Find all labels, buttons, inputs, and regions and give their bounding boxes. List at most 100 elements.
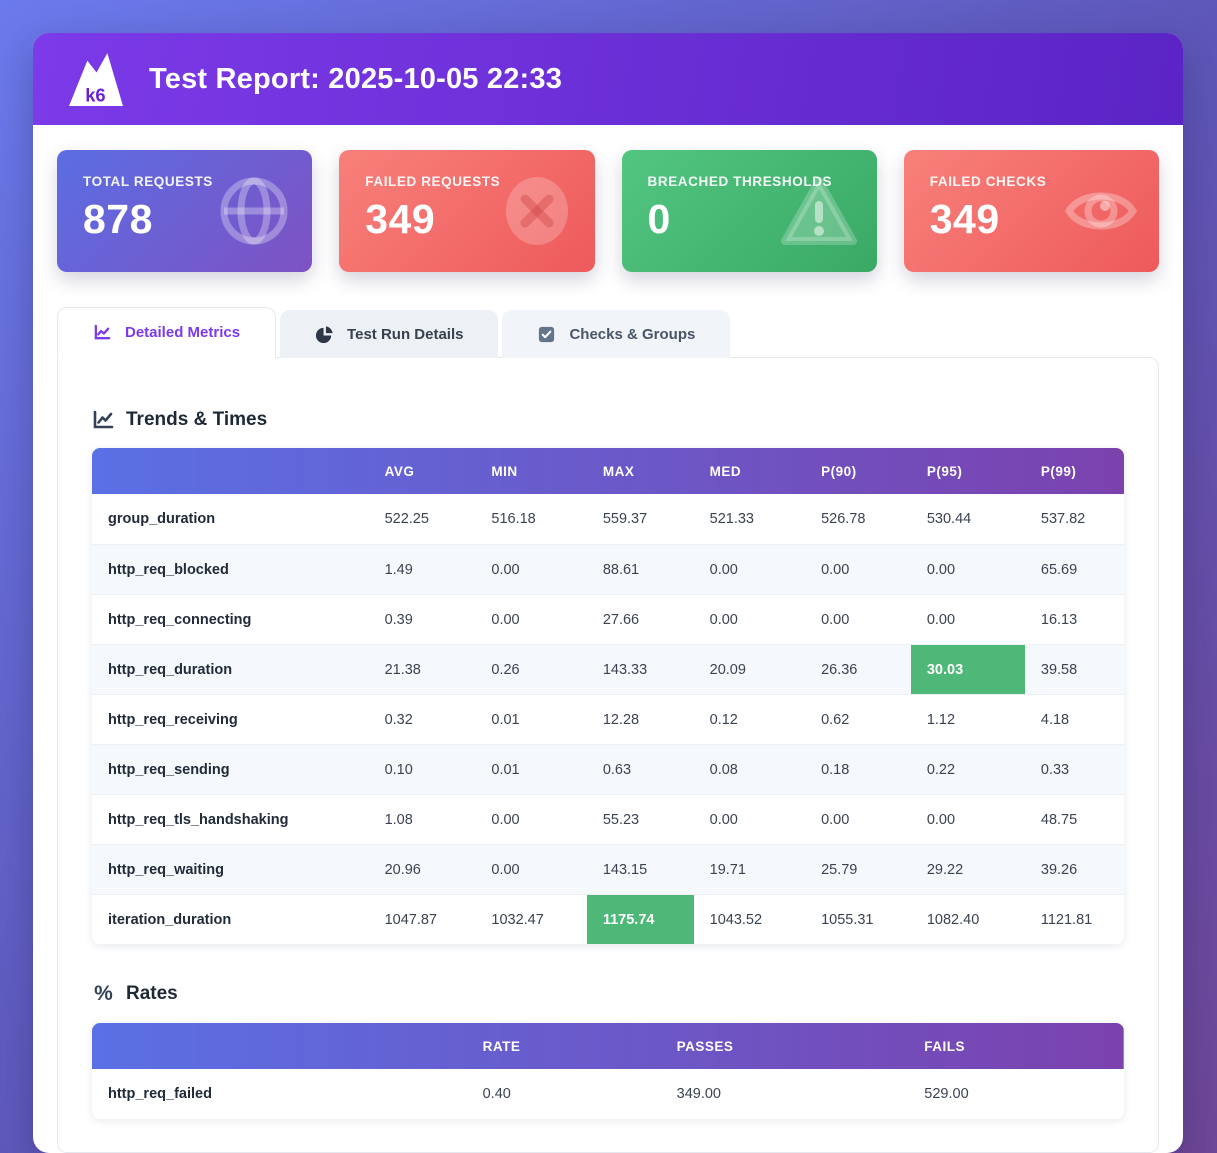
metric-name-cell: http_req_failed — [108, 1086, 212, 1102]
value-cell: 349.00 — [676, 1086, 721, 1102]
value-cell: 1082.40 — [910, 894, 1025, 944]
value-cell: 1.12 — [910, 694, 1025, 744]
value-cell: 522.25 — [384, 511, 429, 527]
value-cell: 39.58 — [1024, 644, 1124, 694]
value-cell: 143.33 — [586, 644, 694, 694]
value-cell: 0.00 — [693, 544, 806, 594]
value-cell: 88.61 — [586, 544, 694, 594]
rates-table-header: RATE PASSES FAILS — [92, 1023, 1124, 1069]
table-row: iteration_duration 1047.87 1032.47 1175.74 1… — [92, 894, 1124, 944]
table-row: http_req_failed 0.40 349.00 529.00 — [92, 1069, 1124, 1119]
value-cell: 1032.47 — [475, 894, 587, 944]
value-cell: 521.33 — [709, 511, 754, 527]
value-cell: 526.78 — [821, 511, 866, 527]
value-cell: 0.62 — [805, 694, 911, 744]
rates-section-header: % Rates — [92, 982, 1124, 1006]
value-cell: 529.00 — [924, 1086, 969, 1102]
value-cell: 559.37 — [602, 511, 648, 527]
stat-label: TOTAL REQUESTS — [83, 174, 213, 189]
percent-icon: % — [94, 982, 113, 1005]
stat-value: 0 — [647, 196, 671, 242]
table-row: http_req_blocked 1.49 0.00 88.61 0.00 0.00 0.0… — [92, 544, 1124, 594]
x-circle-icon — [505, 177, 568, 245]
section-title: Trends & Times — [126, 408, 268, 430]
metric-name-cell: http_req_sending — [92, 744, 369, 794]
value-cell: 0.00 — [805, 794, 911, 844]
value-cell: 516.18 — [491, 511, 536, 527]
rates-table: RATE PASSES FAILS http_req_failed 0.40 349.0… — [92, 1023, 1124, 1119]
column-header: PASSES — [676, 1038, 734, 1054]
column-header: MED — [709, 463, 742, 479]
table-row: http_req_connecting 0.39 0.00 27.66 0.00 0.00… — [92, 594, 1124, 644]
k6-logo-text: k6 — [85, 85, 105, 106]
metric-name-cell: http_req_duration — [92, 644, 369, 694]
table-row: http_req_tls_handshaking 1.08 0.00 55.23 0.0… — [92, 794, 1124, 844]
table-row: http_req_receiving 0.32 0.01 12.28 0.12 0.62 1… — [92, 694, 1124, 744]
value-cell: 1.49 — [368, 544, 476, 594]
metric-name-cell: http_req_blocked — [92, 544, 369, 594]
value-cell: 26.36 — [805, 644, 911, 694]
tab-checks-groups[interactable]: Checks & Groups — [502, 310, 731, 358]
table-row: http_req_duration 21.38 0.26 143.33 20.09 26.… — [92, 644, 1124, 694]
value-cell: 19.71 — [693, 844, 806, 894]
value-cell: 4.18 — [1024, 694, 1124, 744]
value-cell: 1047.87 — [368, 894, 476, 944]
section-title: Rates — [126, 983, 178, 1004]
stat-value: 878 — [83, 196, 153, 242]
value-cell: 0.18 — [805, 744, 911, 794]
value-cell: 48.75 — [1024, 794, 1124, 844]
value-cell: 0.00 — [475, 594, 587, 644]
column-header-empty — [92, 1023, 467, 1069]
k6-logo-icon: k6 — [69, 53, 123, 106]
report-header: k6 Test Report: 2025-10-05 22:33 — [33, 33, 1183, 125]
tab-bar: Detailed Metrics Test Run Details Checks… — [57, 307, 1159, 358]
check-square-icon — [539, 326, 555, 342]
metric-name-cell: http_req_receiving — [92, 694, 369, 744]
pie-chart-icon — [315, 325, 333, 343]
value-cell: 0.00 — [910, 594, 1025, 644]
stat-card-failed-requests: FAILED REQUESTS 349 — [339, 150, 595, 272]
column-header: P(99) — [1040, 463, 1077, 479]
value-cell: 0.33 — [1024, 744, 1124, 794]
value-cell: 0.12 — [693, 694, 806, 744]
trends-section-header: Trends & Times — [92, 408, 1124, 431]
value-cell: 537.82 — [1040, 511, 1086, 527]
column-header: P(90) — [821, 463, 857, 479]
value-cell: 20.96 — [368, 844, 476, 894]
highlighted-value-cell: 30.03 — [910, 644, 1025, 694]
value-cell: 0.08 — [693, 744, 806, 794]
value-cell: 143.15 — [586, 844, 694, 894]
value-cell: 0.26 — [475, 644, 587, 694]
stat-card-breached-thresholds: BREACHED THRESHOLDS 0 — [621, 150, 877, 272]
trends-table-header: AVG MIN MAX MED P(90) P(95) P(99) — [92, 448, 1124, 494]
metric-name-cell: iteration_duration — [92, 894, 369, 944]
tab-test-run-details[interactable]: Test Run Details — [280, 310, 499, 358]
column-header: FAILS — [924, 1038, 966, 1054]
chart-line-icon — [93, 410, 114, 429]
value-cell: 16.13 — [1024, 594, 1124, 644]
value-cell: 0.40 — [482, 1086, 511, 1102]
column-header: P(95) — [926, 463, 963, 479]
value-cell: 65.69 — [1024, 544, 1124, 594]
column-header: RATE — [482, 1038, 521, 1054]
value-cell: 21.38 — [368, 644, 476, 694]
value-cell: 0.32 — [368, 694, 476, 744]
report-card: k6 Test Report: 2025-10-05 22:33 TOTAL R… — [33, 33, 1183, 1153]
tab-panel: Trends & Times AVG MIN MAX MED P(90) P(95) P(9… — [57, 357, 1159, 1153]
value-cell: 1.08 — [368, 794, 476, 844]
value-cell: 27.66 — [586, 594, 694, 644]
value-cell: 530.44 — [926, 511, 972, 527]
value-cell: 12.28 — [586, 694, 694, 744]
value-cell: 0.01 — [475, 744, 587, 794]
stat-label: FAILED CHECKS — [929, 174, 1047, 189]
value-cell: 0.00 — [910, 794, 1025, 844]
tab-detailed-metrics[interactable]: Detailed Metrics — [57, 307, 277, 358]
globe-icon — [220, 177, 288, 245]
stat-card-failed-checks: FAILED CHECKS 349 — [903, 150, 1159, 272]
value-cell: 0.39 — [368, 594, 476, 644]
value-cell: 0.63 — [586, 744, 694, 794]
value-cell: 29.22 — [910, 844, 1025, 894]
warning-triangle-icon — [780, 177, 857, 245]
value-cell: 0.00 — [475, 544, 587, 594]
value-cell: 20.09 — [693, 644, 806, 694]
